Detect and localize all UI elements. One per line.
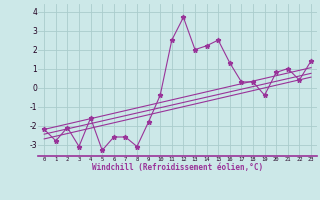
X-axis label: Windchill (Refroidissement éolien,°C): Windchill (Refroidissement éolien,°C)	[92, 163, 263, 172]
